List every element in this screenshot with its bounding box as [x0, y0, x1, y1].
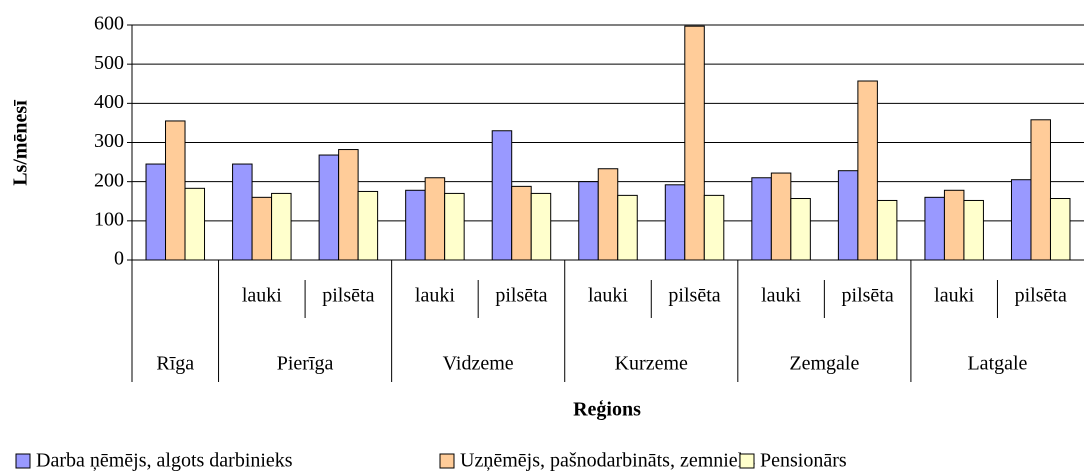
- bar: [338, 149, 359, 261]
- group-label: Kurzeme: [615, 353, 688, 375]
- bar: [271, 192, 292, 261]
- bar: [444, 192, 465, 261]
- bar: [876, 199, 898, 261]
- bar: [790, 198, 811, 261]
- bar: [1049, 198, 1071, 261]
- bar: [491, 130, 513, 261]
- x-tick-label: lauki: [934, 285, 974, 307]
- bar: [165, 120, 186, 261]
- bar: [232, 163, 253, 261]
- bar: [597, 168, 619, 261]
- x-tick-label: pilsēta: [668, 285, 720, 307]
- bar: [184, 187, 206, 261]
- bar: [751, 177, 772, 261]
- legend-swatch: [739, 453, 755, 469]
- bar: [405, 189, 426, 261]
- y-axis-label: Ls/mēnesī: [10, 100, 32, 186]
- y-tick-label: 0: [114, 248, 124, 270]
- y-tick-label: 300: [94, 130, 124, 152]
- x-tick-label: lauki: [761, 285, 801, 307]
- bar: [1010, 179, 1032, 261]
- bar: [1030, 119, 1051, 261]
- bar: [684, 25, 705, 261]
- y-tick-label: 200: [94, 169, 124, 191]
- y-tick-label: 600: [94, 13, 124, 35]
- bar: [578, 181, 599, 261]
- bar: [251, 196, 273, 261]
- bar: [424, 177, 446, 261]
- y-tick-label: 100: [94, 208, 124, 230]
- bar: [963, 199, 984, 261]
- bar: [943, 189, 965, 261]
- bar: [857, 80, 878, 261]
- y-tick-label: 400: [94, 91, 124, 113]
- legend-swatch: [439, 453, 455, 469]
- bar: [837, 170, 859, 261]
- bar: [770, 172, 792, 261]
- group-label: Latgale: [967, 353, 1027, 375]
- group-label: Zemgale: [789, 353, 859, 375]
- bar: [924, 196, 945, 261]
- x-tick-label: pilsēta: [842, 285, 894, 307]
- group-label: Pierīga: [277, 353, 334, 375]
- bar: [664, 184, 686, 261]
- group-label: Vidzeme: [443, 353, 514, 375]
- bar: [530, 192, 552, 261]
- legend-label: Uzņēmējs, pašnodarbināts, zemnieks: [460, 450, 756, 472]
- x-tick-label: pilsēta: [322, 285, 374, 307]
- bar: [318, 154, 340, 261]
- legend-label: Pensionārs: [760, 450, 847, 472]
- group-label: Rīga: [156, 353, 194, 375]
- x-tick-label: lauki: [588, 285, 628, 307]
- x-tick-label: pilsēta: [495, 285, 547, 307]
- legend-label: Darba ņēmējs, algots darbinieks: [36, 450, 293, 472]
- bar: [357, 190, 379, 261]
- x-tick-label: pilsēta: [1015, 285, 1067, 307]
- bar: [145, 163, 167, 261]
- bar: [511, 185, 532, 261]
- bar: [617, 194, 638, 261]
- x-tick-label: lauki: [415, 285, 455, 307]
- legend-swatch: [15, 453, 31, 469]
- y-tick-label: 500: [94, 52, 124, 74]
- x-axis-label: Reģions: [573, 399, 641, 421]
- x-tick-label: lauki: [242, 285, 282, 307]
- bar: [703, 194, 725, 261]
